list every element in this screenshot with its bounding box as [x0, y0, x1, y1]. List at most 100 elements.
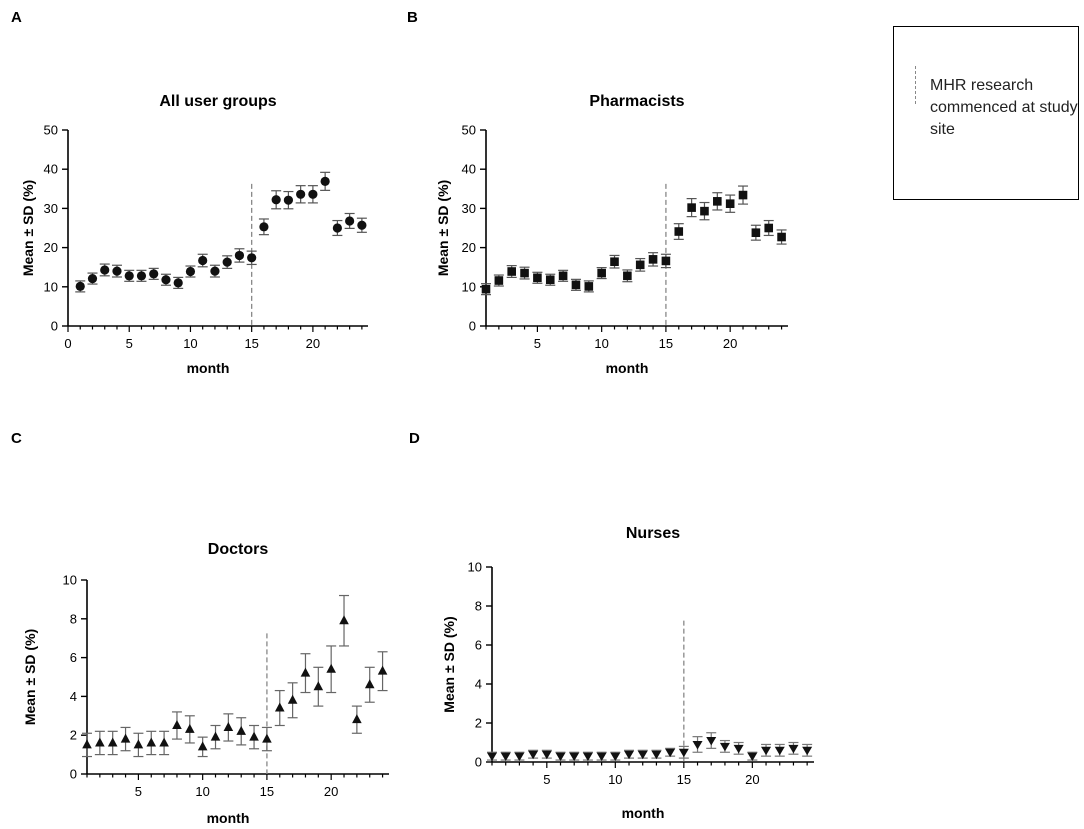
chart2-point	[763, 219, 774, 237]
marker-circle	[161, 275, 171, 285]
marker-circle	[345, 216, 355, 226]
marker-square	[777, 232, 786, 242]
chart1-title: All user groups	[159, 93, 276, 110]
marker-square	[571, 280, 581, 290]
marker-square	[533, 273, 542, 283]
chart4-point	[541, 749, 552, 760]
chart2-point	[481, 283, 491, 296]
chart1-point	[271, 190, 282, 210]
chart1-xtick-label: 20	[306, 336, 320, 351]
chart2-point	[545, 273, 556, 286]
panel-letter-d: D	[409, 430, 420, 447]
chart1-ytick-label: 0	[51, 319, 58, 334]
marker-triangle-up	[274, 702, 285, 712]
marker-triangle-down	[637, 750, 648, 760]
marker-triangle-up	[210, 731, 221, 741]
panel-letter-c: C	[11, 430, 22, 447]
chart4-ylabel: Mean ± SD (%)	[441, 616, 457, 712]
marker-triangle-down	[692, 740, 703, 750]
chart2-point	[660, 253, 671, 269]
chart3-point	[120, 726, 131, 752]
marker-circle	[247, 253, 257, 263]
marker-square	[738, 190, 748, 200]
chart4-point	[514, 751, 525, 762]
chart1-point	[111, 264, 122, 278]
chart4-ytick-label: 10	[468, 560, 482, 575]
chart-doctors: Doctors 0 2 4 6 8 10 5 10 15 20 month Mean ± SD (%)	[22, 541, 389, 826]
marker-circle	[296, 189, 306, 199]
chart4-ytick-label: 6	[475, 638, 482, 653]
chart1-point	[283, 190, 294, 210]
chart-all-user-groups: All user groups 0 10 20 30 40 50 0 5 10 15 20 month M…	[20, 93, 368, 376]
chart3-point	[274, 689, 285, 727]
chart2-point	[686, 198, 697, 218]
chart3-ytick-label: 2	[70, 728, 77, 743]
marker-square	[507, 267, 517, 276]
chart3-xlabel: month	[207, 810, 250, 826]
marker-circle	[185, 266, 196, 277]
marker-circle	[112, 266, 122, 276]
marker-square	[481, 284, 491, 294]
marker-circle	[283, 195, 294, 205]
chart3-title: Doctors	[208, 541, 269, 558]
chart1-point	[356, 217, 367, 233]
marker-triangle-up	[107, 737, 118, 747]
chart4-xtick-label: 5	[543, 772, 550, 787]
chart4-point	[651, 749, 662, 760]
chart1-point	[222, 255, 233, 269]
chart-pharmacists: Pharmacists 0 10 20 30 40 50 5 10 15 20 month Mean ±…	[435, 93, 788, 376]
chart3-point	[159, 730, 170, 756]
marker-triangle-down	[733, 744, 744, 754]
chart2-point	[532, 271, 543, 284]
chart3-point	[339, 594, 350, 647]
chart4-ytick-label: 8	[475, 599, 482, 614]
chart3-point	[261, 726, 272, 752]
marker-triangle-down	[651, 750, 662, 760]
marker-triangle-up	[236, 725, 247, 735]
marker-triangle-up	[339, 615, 349, 625]
chart3-point	[236, 717, 247, 746]
chart4-xtick-label: 20	[745, 772, 759, 787]
marker-circle	[210, 266, 220, 276]
chart3-ytick-label: 4	[70, 689, 77, 704]
marker-square	[558, 271, 568, 281]
chart4-xlabel: month	[622, 805, 665, 821]
chart-nurses: Nurses 0 2 4 6 8 10 5 10 15 20 month Mean ± SD (%)	[441, 525, 814, 821]
chart2-xlabel: month	[606, 360, 649, 376]
chart1-ytick-label: 50	[44, 123, 58, 138]
marker-triangle-down	[774, 746, 785, 756]
chart2-point	[776, 229, 787, 245]
marker-square	[764, 223, 774, 233]
marker-circle	[271, 195, 281, 205]
marker-circle	[234, 250, 245, 261]
chart2-point	[558, 269, 569, 282]
chart3-point	[364, 666, 375, 703]
panel-letter-a: A	[11, 9, 22, 26]
marker-triangle-up	[172, 720, 182, 729]
chart4-point	[761, 743, 772, 757]
chart2-point	[519, 266, 530, 280]
chart4-point	[719, 739, 730, 753]
chart4-point	[788, 741, 799, 755]
legend-text: MHR research commenced at study site	[930, 77, 1078, 138]
chart3-point	[377, 651, 388, 692]
chart2-point	[570, 278, 581, 291]
chart1-xlabel: month	[187, 360, 230, 376]
chart3-xtick-label: 20	[324, 784, 338, 799]
marker-circle	[222, 257, 232, 267]
marker-triangle-up	[287, 694, 298, 704]
chart3-point	[326, 645, 337, 694]
chart3-point	[197, 736, 208, 758]
chart1-point	[344, 212, 355, 229]
chart2-point	[583, 280, 594, 293]
chart2-xtick-label: 5	[534, 336, 541, 351]
chart2-point	[635, 257, 646, 272]
chart1-xtick-label: 0	[64, 336, 71, 351]
chart3-point	[133, 732, 144, 758]
chart4-point	[487, 751, 497, 762]
chart1-point	[148, 267, 159, 280]
marker-circle	[136, 271, 147, 281]
marker-triangle-up	[300, 667, 311, 677]
marker-triangle-up	[197, 741, 208, 751]
marker-triangle-down	[788, 744, 799, 754]
